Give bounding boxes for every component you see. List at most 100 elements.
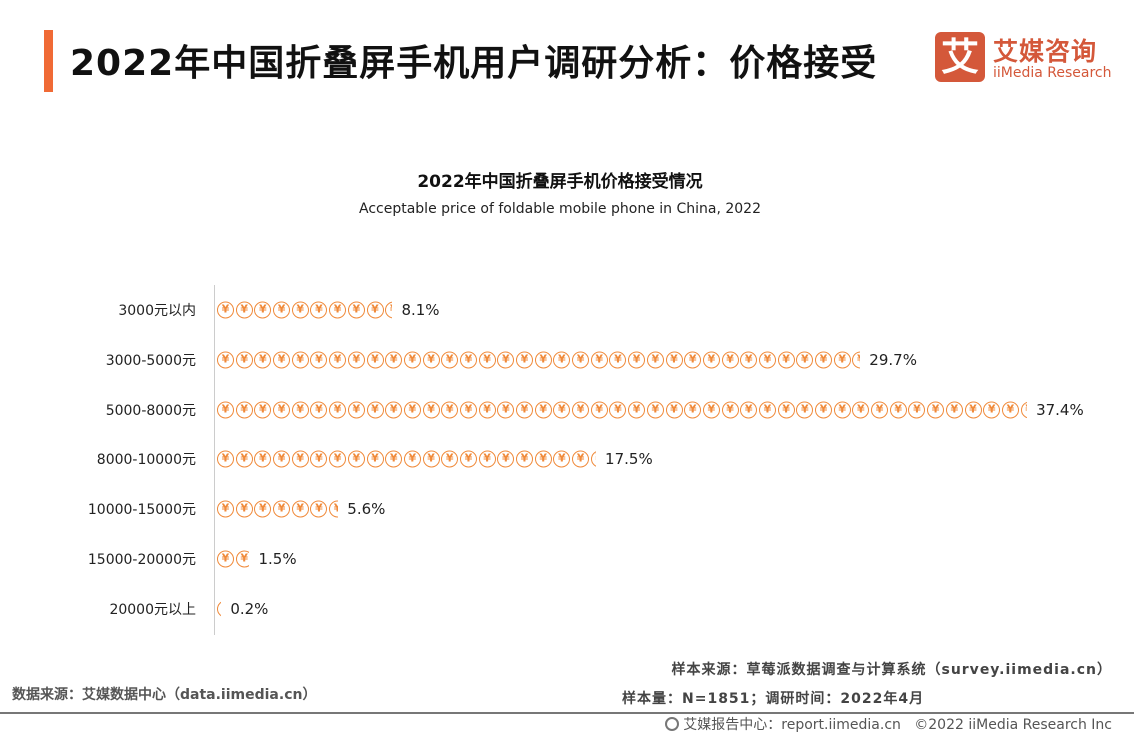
yen-coin-icon: ¥: [291, 351, 309, 369]
copyright: ©2022 iiMedia Research Inc: [914, 717, 1112, 733]
category-label: 15000-20000元: [87, 552, 196, 568]
yen-coin-icon: ¥: [254, 301, 272, 319]
category-label: 10000-15000元: [87, 502, 196, 519]
yen-coin-icon: ¥: [366, 450, 384, 468]
category-label: 20000元以上: [109, 601, 196, 618]
logo-en: iiMedia Research: [993, 65, 1112, 81]
page-title: 2022年中国折叠屏手机用户调研分析：价格接受: [70, 43, 878, 84]
y-axis-line: [214, 285, 215, 635]
yen-coin-icon: ¥: [329, 301, 347, 319]
yen-coin-icon: ¥: [945, 401, 963, 419]
yen-coin-icon: ¥: [516, 450, 533, 468]
yen-coin-icon: ¥: [908, 401, 926, 419]
yen-coin-icon: ¥: [740, 351, 758, 369]
yen-coin-icon: ¥: [385, 301, 393, 319]
yen-coin-icon: ¥: [497, 450, 515, 468]
yen-coin-icon: ¥: [273, 301, 291, 319]
yen-coin-icon: ¥: [553, 351, 571, 369]
yen-coin-icon: ¥: [217, 401, 234, 419]
bar-15000-20000元: ¥ ¥: [217, 550, 250, 569]
yen-coin-icon: ¥: [217, 600, 222, 618]
yen-coin-icon: ¥: [777, 401, 795, 419]
yen-coin-icon: ¥: [403, 401, 421, 419]
yen-coin-icon: ¥: [1020, 401, 1028, 419]
report-center: 艾媒报告中心：report.iimedia.cn: [683, 717, 901, 733]
yen-coin-icon: ¥: [646, 351, 664, 369]
yen-coin-icon: ¥: [833, 351, 851, 369]
yen-coin-icon: ¥: [758, 401, 776, 419]
yen-coin-icon: ¥: [329, 500, 339, 518]
yen-coin-icon: ¥: [385, 450, 403, 468]
yen-coin-icon: ¥: [347, 450, 365, 468]
yen-coin-icon: ¥: [927, 401, 945, 419]
data-label: 5.6%: [347, 500, 386, 519]
yen-coin-icon: ¥: [254, 500, 272, 518]
data-source: 数据来源：艾媒数据中心（data.iimedia.cn）: [12, 687, 317, 703]
yen-coin-icon: ¥: [403, 351, 421, 369]
yen-coin-icon: ¥: [366, 351, 384, 369]
footer: 艾媒报告中心：report.iimedia.cn ©2022 iiMedia R…: [665, 714, 1112, 734]
yen-coin-icon: ¥: [534, 450, 552, 468]
yen-coin-icon: ¥: [628, 351, 646, 369]
yen-coin-icon: ¥: [235, 450, 253, 468]
bar-3000-5000元: ¥¥¥¥¥¥¥¥¥¥¥¥¥¥¥¥¥¥¥¥¥¥¥¥¥¥¥¥¥¥¥¥¥¥¥: [217, 350, 861, 369]
yen-coin-icon: ¥: [721, 351, 739, 369]
sample-source: 样本来源：草莓派数据调查与计算系统（survey.iimedia.cn）: [671, 662, 1112, 678]
category-label: 8000-10000元: [96, 452, 196, 469]
yen-coin-icon: ¥: [310, 450, 328, 468]
yen-coin-icon: ¥: [310, 351, 328, 369]
yen-coin-icon: ¥: [347, 351, 365, 369]
category-label: 3000-5000元: [105, 352, 196, 369]
yen-coin-icon: ¥: [665, 351, 683, 369]
yen-coin-icon: ¥: [684, 351, 702, 369]
data-label: 29.7%: [869, 350, 917, 369]
yen-coin-icon: ¥: [628, 401, 646, 419]
chart-title: 2022年中国折叠屏手机价格接受情况: [417, 172, 703, 192]
yen-coin-icon: ¥: [459, 401, 477, 419]
yen-coin-icon: ¥: [665, 401, 683, 419]
yen-coin-icon: ¥: [684, 401, 702, 419]
yen-coin-icon: ¥: [889, 401, 907, 419]
yen-coin-icon: ¥: [273, 500, 291, 518]
bar-20000元以上: ¥: [217, 599, 222, 618]
logo-cn: 艾媒咨询: [993, 37, 1098, 66]
data-label: 37.4%: [1036, 400, 1084, 419]
yen-coin-icon: ¥: [441, 450, 459, 468]
yen-coin-icon: ¥: [235, 550, 250, 568]
yen-coin-icon: ¥: [459, 450, 477, 468]
yen-coin-icon: ¥: [235, 401, 253, 419]
yen-coin-icon: ¥: [516, 401, 533, 419]
yen-coin-icon: ¥: [459, 351, 477, 369]
yen-coin-icon: ¥: [217, 500, 234, 518]
yen-coin-icon: ¥: [366, 401, 384, 419]
yen-coin-icon: ¥: [385, 401, 403, 419]
bar-10000-15000元: ¥ ¥ ¥ ¥ ¥ ¥ ¥: [217, 500, 339, 519]
yen-coin-icon: ¥: [217, 301, 234, 319]
yen-coin-icon: ¥: [590, 351, 608, 369]
yen-coin-icon: ¥: [572, 351, 590, 369]
yen-coin-icon: ¥: [796, 401, 814, 419]
yen-coin-icon: ¥: [347, 301, 365, 319]
yen-coin-icon: ¥: [291, 450, 309, 468]
yen-coin-icon: ¥: [852, 401, 870, 419]
yen-coin-icon: ¥: [833, 401, 851, 419]
yen-coin-icon: ¥: [852, 351, 861, 369]
category-label: 5000-8000元: [105, 402, 196, 419]
yen-coin-icon: ¥: [310, 401, 328, 419]
yen-coin-icon: ¥: [235, 351, 253, 369]
yen-coin-icon: ¥: [291, 500, 309, 518]
yen-coin-icon: ¥: [329, 450, 347, 468]
yen-coin-icon: ¥: [534, 401, 552, 419]
yen-coin-icon: ¥: [815, 401, 832, 419]
title-accent-bar: [44, 30, 53, 92]
yen-coin-icon: ¥: [572, 401, 590, 419]
category-label: 3000元以内: [118, 303, 196, 319]
yen-coin-icon: ¥: [796, 351, 814, 369]
bar-8000-10000元: ¥¥¥¥¥¥¥¥¥¥¥¥¥¥¥¥¥¥¥¥¥: [217, 450, 597, 469]
data-label: 17.5%: [605, 450, 653, 469]
yen-coin-icon: ¥: [441, 401, 459, 419]
yen-coin-icon: ¥: [534, 351, 552, 369]
data-label: 8.1%: [401, 301, 440, 319]
yen-coin-icon: ¥: [815, 351, 832, 369]
yen-coin-icon: ¥: [964, 401, 982, 419]
